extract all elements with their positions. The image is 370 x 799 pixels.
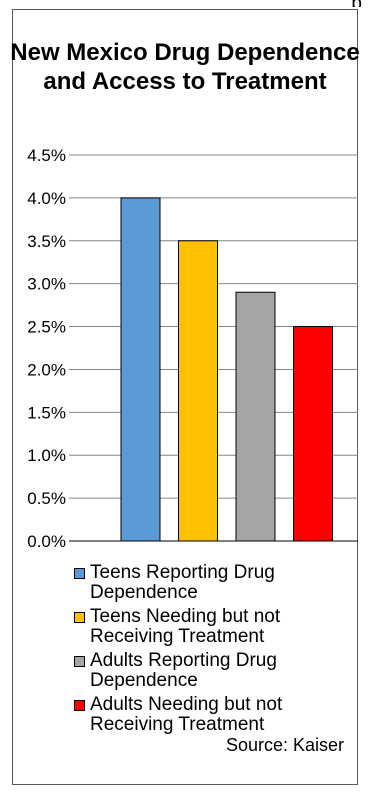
legend-swatch-adults-dependence [74,656,85,667]
chart-title: New Mexico Drug Dependence and Access to… [10,39,360,95]
legend-swatch-teens-treatment [74,612,85,623]
y-tick-label: 3.5% [27,232,66,251]
legend-label: Adults Reporting Drug Dependence [90,650,277,691]
bar [235,291,276,542]
y-tick-label: 2.0% [27,360,66,379]
legend-label: Adults Needing but not Receiving Treatme… [90,694,283,735]
y-axis-ticks: 0.0% 0.5% 1.0% 1.5% 2.0% 2.5% 3.0% 3.5% 4.0% 4.5% [27,146,66,551]
clipped-top-text: p [0,0,362,7]
bars [120,197,333,542]
source-note: Source: Kaiser [225,735,344,755]
legend-swatch-adults-treatment [74,700,85,711]
bar [178,240,218,542]
y-tick-label: 4.5% [27,146,66,165]
legend-swatch-teens-dependence [74,568,85,579]
legend: Teens Reporting Drug Dependence Teens Ne… [74,563,354,739]
y-tick-label: 2.5% [27,318,66,337]
y-tick-label: 0.5% [27,489,66,508]
legend-item: Teens Reporting Drug Dependence [74,563,354,603]
y-tick-label: 1.5% [27,403,66,422]
y-tick-label: 0.0% [27,532,66,551]
y-tick-label: 3.0% [27,275,66,294]
legend-label: Teens Reporting Drug Dependence [90,562,275,603]
bar [293,326,333,542]
legend-item: Teens Needing but not Receiving Treatmen… [74,607,354,647]
legend-label: Teens Needing but not Receiving Treatmen… [90,606,281,647]
y-tick-label: 1.0% [27,446,66,465]
bar [120,197,161,542]
legend-item: Adults Reporting Drug Dependence [74,651,354,691]
legend-item: Adults Needing but not Receiving Treatme… [74,695,354,735]
y-tick-label: 4.0% [27,189,66,208]
